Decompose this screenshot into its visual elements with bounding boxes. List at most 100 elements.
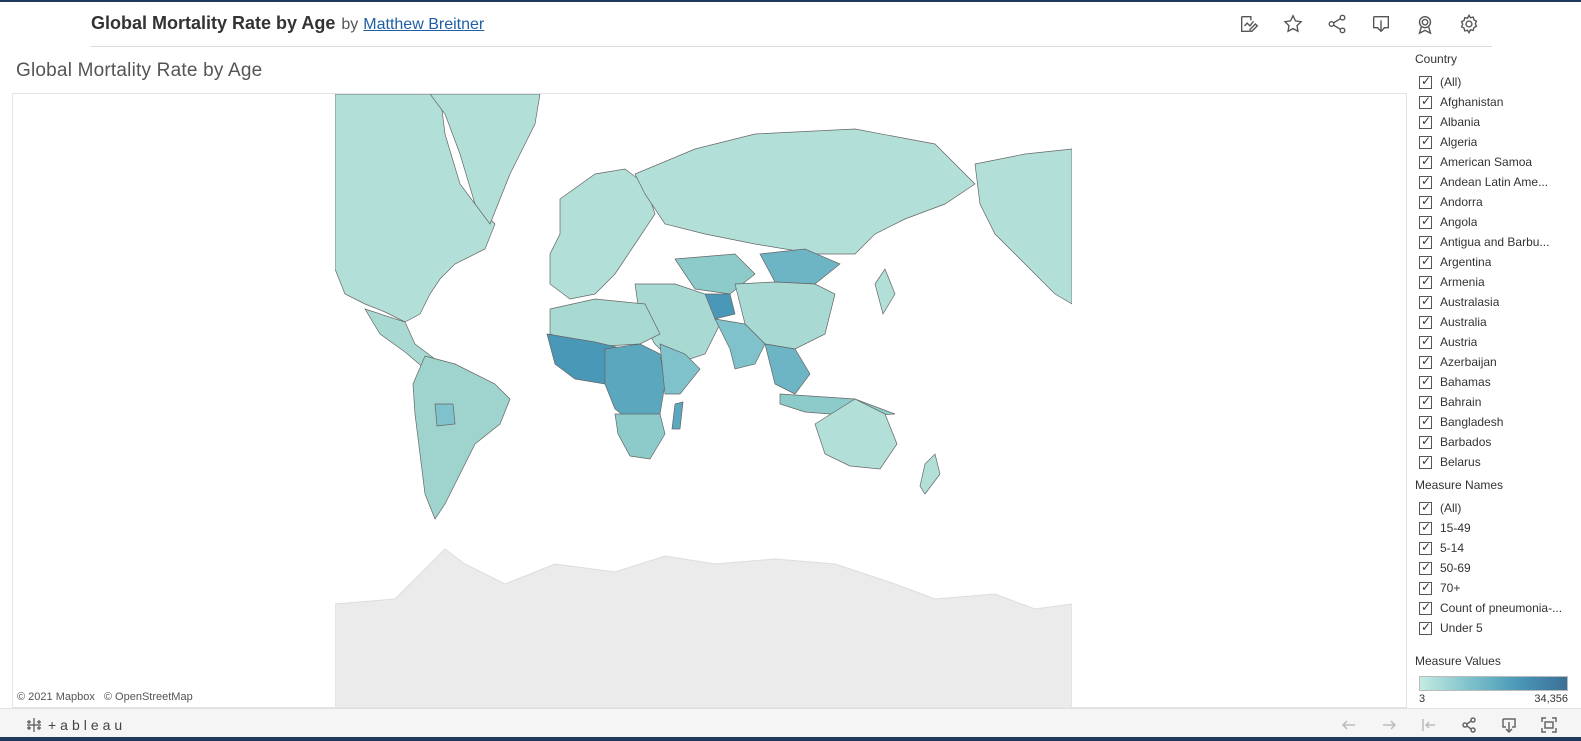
country-filter-option[interactable]: Armenia xyxy=(1413,272,1578,292)
country-filter-option-label: Bahamas xyxy=(1440,375,1491,389)
checkbox-checked-icon[interactable] xyxy=(1419,234,1432,249)
region-south-america xyxy=(412,355,511,520)
country-filter-option[interactable]: Austria xyxy=(1413,332,1578,352)
checkbox-checked-icon[interactable] xyxy=(1419,274,1432,289)
checkbox-checked-icon[interactable] xyxy=(1419,354,1432,369)
measure-filter-option-label: 70+ xyxy=(1440,581,1461,595)
country-filter-option-label: Albania xyxy=(1440,115,1481,129)
country-filter-option-label: Austria xyxy=(1440,335,1478,349)
country-filter-option-label: Bahrain xyxy=(1440,395,1482,409)
country-filter-option-label: Argentina xyxy=(1440,255,1492,269)
country-filter-option[interactable]: Antigua and Barbu... xyxy=(1413,232,1578,252)
checkbox-checked-icon[interactable] xyxy=(1419,134,1432,149)
by-label: by xyxy=(341,16,359,33)
share-icon[interactable] xyxy=(1325,12,1349,36)
country-filter-option[interactable]: Bangladesh xyxy=(1413,412,1578,432)
tableau-logo[interactable]: +ableau xyxy=(26,717,126,733)
checkbox-checked-icon[interactable] xyxy=(1419,314,1432,329)
country-filter-option[interactable]: Angola xyxy=(1413,212,1578,232)
country-filter-option[interactable]: Azerbaijan xyxy=(1413,352,1578,372)
checkbox-checked-icon[interactable] xyxy=(1419,620,1432,635)
checkbox-checked-icon[interactable] xyxy=(1419,374,1432,389)
undo-icon[interactable] xyxy=(1339,715,1359,735)
country-filter-option-label: American Samoa xyxy=(1440,155,1533,169)
checkbox-checked-icon[interactable] xyxy=(1419,254,1432,269)
country-filter-option[interactable]: Australasia xyxy=(1413,292,1578,312)
checkbox-checked-icon[interactable] xyxy=(1419,580,1432,595)
checkbox-checked-icon[interactable] xyxy=(1419,560,1432,575)
country-filter-option[interactable]: Bahamas xyxy=(1413,372,1578,392)
checkbox-checked-icon[interactable] xyxy=(1419,154,1432,169)
checkbox-checked-icon[interactable] xyxy=(1419,454,1432,469)
country-filter-option-label: Australasia xyxy=(1440,295,1500,309)
measure-filter-option[interactable]: 15-49 xyxy=(1413,518,1578,538)
region-southeast-asia xyxy=(764,343,811,395)
checkbox-checked-icon[interactable] xyxy=(1419,394,1432,409)
share-icon-bottom[interactable] xyxy=(1459,715,1479,735)
dashboard-title: Global Mortality Rate by Age xyxy=(16,60,263,81)
country-filter-option[interactable]: Argentina xyxy=(1413,252,1578,272)
region-central-africa xyxy=(604,343,666,425)
checkbox-checked-icon[interactable] xyxy=(1419,194,1432,209)
author-link[interactable]: Matthew Breitner xyxy=(363,16,485,33)
title-row: Global Mortality Rate by Age by Matthew … xyxy=(91,13,484,34)
country-filter-option[interactable]: (All) xyxy=(1413,72,1578,92)
download-icon-bottom[interactable] xyxy=(1499,715,1519,735)
region-australia xyxy=(814,398,898,470)
country-filter-option[interactable]: Afghanistan xyxy=(1413,92,1578,112)
measure-filter-option-label: (All) xyxy=(1440,501,1462,515)
checkbox-checked-icon[interactable] xyxy=(1419,500,1432,515)
checkbox-checked-icon[interactable] xyxy=(1419,600,1432,615)
country-filter-option[interactable]: Algeria xyxy=(1413,132,1578,152)
country-filter-option[interactable]: American Samoa xyxy=(1413,152,1578,172)
region-afghanistan xyxy=(704,293,736,320)
checkbox-checked-icon[interactable] xyxy=(1419,434,1432,449)
gear-icon[interactable] xyxy=(1457,12,1481,36)
region-southern-africa xyxy=(614,413,666,460)
color-legend-bar xyxy=(1419,676,1568,691)
country-filter-option[interactable]: Andean Latin Ame... xyxy=(1413,172,1578,192)
checkbox-checked-icon[interactable] xyxy=(1419,74,1432,89)
checkbox-checked-icon[interactable] xyxy=(1419,114,1432,129)
checkbox-checked-icon[interactable] xyxy=(1419,414,1432,429)
country-filter-option[interactable]: Bahrain xyxy=(1413,392,1578,412)
country-filter-option[interactable]: Australia xyxy=(1413,312,1578,332)
country-filter-option[interactable]: Albania xyxy=(1413,112,1578,132)
checkbox-checked-icon[interactable] xyxy=(1419,174,1432,189)
country-filter-option-label: Armenia xyxy=(1440,275,1485,289)
measure-filter-option[interactable]: 70+ xyxy=(1413,578,1578,598)
country-filter-option-label: Australia xyxy=(1440,315,1487,329)
world-map[interactable] xyxy=(335,94,1072,708)
measure-filter-option[interactable]: (All) xyxy=(1413,498,1578,518)
checkbox-checked-icon[interactable] xyxy=(1419,520,1432,535)
badge-icon[interactable] xyxy=(1413,12,1437,36)
country-filter-option-label: Bangladesh xyxy=(1440,415,1504,429)
mapbox-attribution[interactable]: © 2021 Mapbox xyxy=(17,691,95,703)
country-filter-option-label: (All) xyxy=(1440,75,1462,89)
checkbox-checked-icon[interactable] xyxy=(1419,294,1432,309)
checkbox-checked-icon[interactable] xyxy=(1419,540,1432,555)
bottom-bar: +ableau xyxy=(0,708,1581,741)
country-filter-option[interactable]: Belarus xyxy=(1413,452,1578,472)
fullscreen-icon[interactable] xyxy=(1539,715,1559,735)
country-filter-option[interactable]: Andorra xyxy=(1413,192,1578,212)
checkbox-checked-icon[interactable] xyxy=(1419,214,1432,229)
osm-attribution[interactable]: © OpenStreetMap xyxy=(103,691,193,703)
measure-filter-option[interactable]: Count of pneumonia-... xyxy=(1413,598,1578,618)
revert-icon[interactable] xyxy=(1419,715,1439,735)
download-icon[interactable] xyxy=(1369,12,1393,36)
measure-filter-option[interactable]: Under 5 xyxy=(1413,618,1578,638)
country-filter-option-label: Algeria xyxy=(1440,135,1478,149)
region-bolivia xyxy=(434,403,456,427)
redo-icon[interactable] xyxy=(1379,715,1399,735)
measure-filter-option[interactable]: 5-14 xyxy=(1413,538,1578,558)
measure-filter-option[interactable]: 50-69 xyxy=(1413,558,1578,578)
checkbox-checked-icon[interactable] xyxy=(1419,334,1432,349)
edit-icon[interactable] xyxy=(1237,12,1261,36)
region-east-africa xyxy=(659,343,701,395)
map-view[interactable]: © 2021 Mapbox © OpenStreetMap xyxy=(12,93,1407,708)
country-filter-option[interactable]: Barbados xyxy=(1413,432,1578,452)
checkbox-checked-icon[interactable] xyxy=(1419,94,1432,109)
star-icon[interactable] xyxy=(1281,12,1305,36)
measure-names-title: Measure Names xyxy=(1415,478,1504,492)
